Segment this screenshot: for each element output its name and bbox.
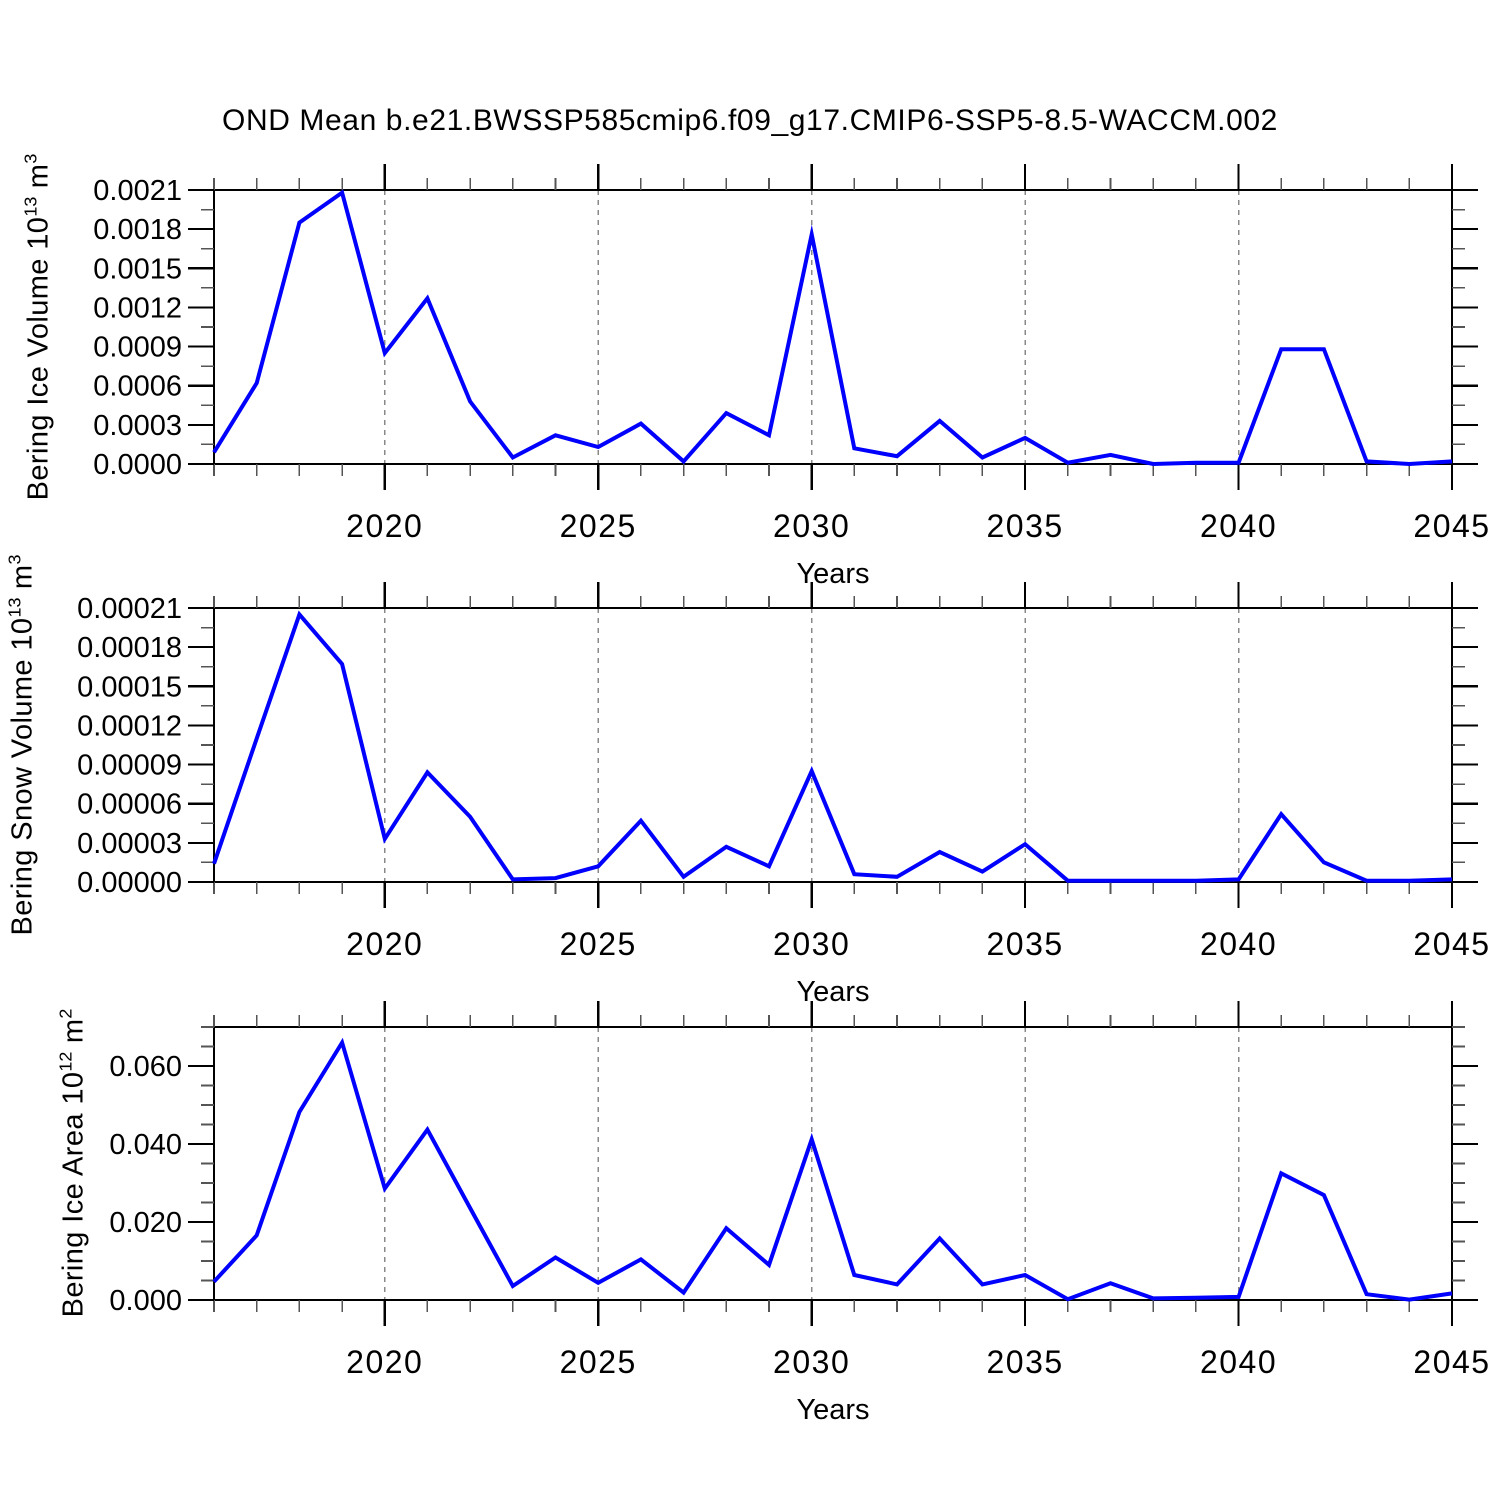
y-tick-label: 0.0003	[93, 410, 182, 442]
subplot-bering-snow-volume: 0.00000 0.00003 0.00006 0.00009 0.00012 0.000…	[77, 582, 1490, 962]
x-axis-title-years-2: Years	[796, 976, 870, 1008]
y-tick-label: 0.0015	[93, 253, 182, 285]
x-tick-label: 2025	[560, 926, 637, 962]
y-tick-label: 0.0000	[93, 449, 182, 481]
y-tick-label: 0.000	[109, 1285, 182, 1317]
y-tick-label: 0.00006	[77, 789, 182, 821]
y-tick-label: 0.0006	[93, 371, 182, 403]
y-tick-label: 0.00015	[77, 671, 182, 703]
x-tick-label: 2020	[346, 926, 423, 962]
y-tick-label: 0.0012	[93, 292, 182, 324]
x-tick-label: 2040	[1200, 1344, 1277, 1380]
y-tick-label: 0.00000	[77, 867, 182, 899]
data-line-bering-snow-volume	[212, 610, 1453, 883]
x-tick-label: 2045	[1413, 926, 1490, 962]
subplot-bering-ice-volume: 0.0000 0.0003 0.0006 0.0009 0.0012 0.0015 0.00…	[93, 164, 1490, 544]
y-tick-label: 0.0018	[93, 214, 182, 246]
y-tick-label: 0.00009	[77, 750, 182, 782]
y-tick-label: 0.020	[109, 1207, 182, 1239]
figure-title: OND Mean b.e21.BWSSP585cmip6.f09_g17.CMI…	[222, 104, 1278, 137]
data-line-bering-ice-volume	[212, 189, 1453, 467]
y-tick-label: 0.0021	[93, 175, 182, 207]
x-axis-title-years-3: Years	[796, 1394, 870, 1426]
data-line-bering-ice-area	[212, 1037, 1453, 1302]
x-tick-label: 2025	[560, 1344, 637, 1380]
plot-frame	[213, 607, 1453, 883]
y-axis-label-text: Bering Snow Volume 1013 m3	[4, 554, 39, 936]
x-tick-label: 2020	[346, 508, 423, 544]
y-tick-label: 0.00003	[77, 828, 182, 860]
y-tick-label: 0.0009	[93, 332, 182, 364]
y-tick-label: 0.060	[109, 1051, 182, 1083]
x-tick-label: 2030	[773, 508, 850, 544]
y-axis-label-text: Bering Ice Area 1012 m2	[55, 1008, 90, 1318]
y-tick-label: 0.00012	[77, 710, 182, 742]
y-axis-label-text: Bering Ice Volume 1013 m3	[20, 153, 55, 501]
x-tick-label: 2045	[1413, 1344, 1490, 1380]
x-tick-label: 2030	[773, 1344, 850, 1380]
x-tick-label: 2045	[1413, 508, 1490, 544]
x-tick-label: 2030	[773, 926, 850, 962]
x-tick-label: 2020	[346, 1344, 423, 1380]
plot-frame	[213, 1026, 1453, 1301]
y-tick-label: 0.040	[109, 1129, 182, 1161]
x-tick-label: 2035	[987, 926, 1064, 962]
x-tick-label: 2025	[560, 508, 637, 544]
y-tick-label: 0.00018	[77, 632, 182, 664]
x-tick-label: 2035	[987, 1344, 1064, 1380]
x-tick-label: 2035	[987, 508, 1064, 544]
x-axis-title-years-1: Years	[796, 558, 870, 590]
plot-frame	[213, 189, 1453, 465]
subplot-bering-ice-area: 0.000 0.020 0.040 0.060 2020 2025 2030 2035 2040…	[109, 1001, 1490, 1380]
y-tick-label: 0.00021	[77, 593, 182, 625]
x-tick-label: 2040	[1200, 926, 1277, 962]
x-tick-label: 2040	[1200, 508, 1277, 544]
